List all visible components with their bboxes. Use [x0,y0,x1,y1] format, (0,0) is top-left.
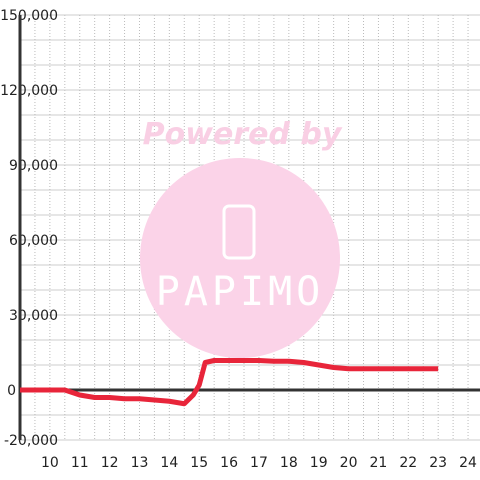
watermark-brand: PAPIMO [156,269,325,315]
x-tick-label: 12 [101,455,119,471]
y-tick-label: -20,000 [4,433,58,449]
x-tick-label: 20 [340,455,358,471]
watermark-top: Powered by [143,117,343,152]
x-tick-label: 16 [220,455,238,471]
x-tick-label: 11 [71,455,89,471]
watermark-phone [222,204,256,260]
y-tick-label: 90,000 [9,158,58,174]
y-tick-label: 150,000 [0,8,58,24]
x-tick-label: 24 [459,455,477,471]
x-tick-label: 19 [310,455,328,471]
x-tick-label: 21 [370,455,388,471]
x-tick-label: 22 [399,455,417,471]
x-tick-label: 18 [280,455,298,471]
y-tick-label: 30,000 [9,308,58,324]
y-tick-label: 0 [7,383,16,399]
y-tick-label: 60,000 [9,233,58,249]
plot: -20,000 0 30,000 60,000 90,000 120,000 150,000… [0,8,480,471]
watermark: Powered by PAPIMO [140,117,343,358]
x-tick-label: 14 [160,455,178,471]
grid [20,14,480,441]
x-tick-label: 13 [131,455,149,471]
x-tick-label: 15 [190,455,208,471]
x-tick-label: 17 [250,455,268,471]
x-tick-label: 23 [429,455,447,471]
y-tick-label: 120,000 [0,83,58,99]
x-tick-label: 10 [41,455,59,471]
line [20,358,439,407]
